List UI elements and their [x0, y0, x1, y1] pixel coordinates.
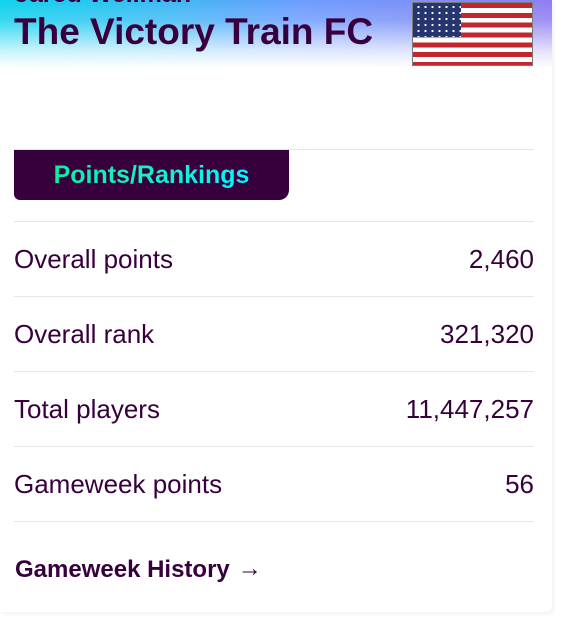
stat-row-overall-rank: Overall rank 321,320	[14, 296, 534, 371]
stat-row-overall-points: Overall points 2,460	[14, 221, 534, 296]
stat-label: Overall rank	[14, 319, 155, 349]
stat-row-total-players: Total players 11,447,257	[14, 371, 534, 446]
stat-row-gameweek-points: Gameweek points 56	[14, 446, 534, 522]
gameweek-history-label: Gameweek History	[15, 556, 230, 583]
arrow-right-icon: →	[237, 555, 262, 582]
stat-label: Overall points	[14, 244, 173, 274]
stat-value: 11,447,257	[405, 394, 534, 424]
flag-canton	[413, 3, 461, 37]
stat-value: 321,320	[440, 319, 534, 349]
tab-points-rankings[interactable]: Points/Rankings	[14, 150, 289, 200]
stats-list: Overall points 2,460 Overall rank 321,32…	[14, 221, 534, 522]
stat-label: Total players	[14, 394, 160, 424]
stat-value: 56	[505, 469, 534, 499]
team-summary-card: Jared Wellman The Victory Train FC Point…	[0, 0, 552, 587]
gameweek-history-link[interactable]: Gameweek History →	[15, 553, 262, 587]
team-name: The Victory Train FC	[14, 11, 374, 52]
player-name: Jared Wellman	[15, 0, 191, 9]
stat-value: 2,460	[468, 244, 534, 274]
section-divider	[14, 149, 534, 150]
united-states-flag-icon	[412, 2, 533, 66]
stat-label: Gameweek points	[14, 469, 223, 499]
tab-label: Points/Rankings	[53, 160, 250, 189]
